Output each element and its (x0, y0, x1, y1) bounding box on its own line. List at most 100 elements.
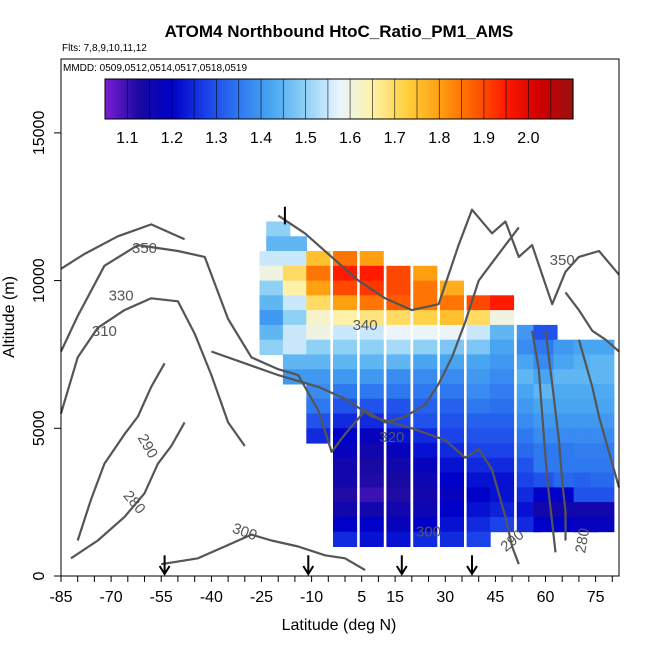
heatmap-cell (533, 472, 558, 488)
heatmap-cell (553, 339, 578, 355)
flight-arrow-head (395, 565, 408, 576)
heatmap-cell (359, 516, 384, 533)
colorbar-segment (385, 79, 390, 119)
heatmap-cell (490, 324, 515, 341)
heatmap-cell (490, 413, 515, 429)
colorbar-segment (114, 79, 119, 119)
heatmap-cell (490, 516, 515, 533)
colorbar-segment (376, 79, 381, 119)
heatmap-cell (282, 310, 307, 326)
heatmap-cell (359, 487, 384, 503)
contour-line (70, 421, 186, 560)
colorbar-segment (123, 79, 128, 119)
heatmap-cell (490, 487, 515, 503)
colorbar-tick-label: 1.5 (294, 130, 316, 147)
heatmap-cell (590, 369, 615, 385)
colorbar-segment (295, 79, 300, 119)
heatmap-cell (266, 221, 291, 237)
heatmap-cell (333, 324, 358, 341)
heatmap-cell (490, 502, 515, 518)
heatmap-cell (413, 339, 438, 355)
colorbar-segment (479, 79, 484, 119)
colorbar-segment (532, 79, 537, 119)
contour-label: 320 (379, 429, 404, 446)
heatmap-cell (590, 398, 615, 414)
y-axis: 0 5000 10000 15000 (31, 111, 61, 580)
heatmap-cell (439, 457, 464, 474)
colorbar-segment (220, 79, 225, 119)
colorbar-ticks: 1.1 1.2 1.3 1.4 1.5 1.6 1.7 1.8 1.9 2.0 (116, 130, 539, 147)
heatmap-cell (333, 457, 358, 474)
colorbar-segment (248, 79, 253, 119)
heatmap-cell (259, 280, 284, 296)
colorbar-tick-label: 1.1 (116, 130, 138, 147)
plot-frame (60, 58, 620, 577)
heatmap-cell (466, 472, 491, 488)
colorbar-segment (420, 79, 424, 119)
colorbar-segment (463, 79, 468, 119)
y-tick-label: 5000 (31, 410, 48, 446)
colorbar-segment (407, 79, 412, 119)
heatmap-cell (466, 310, 491, 326)
colorbar-segment (111, 79, 115, 119)
heatmap-cell (466, 502, 491, 518)
colorbar-segment (379, 79, 384, 119)
colorbar-segment (167, 79, 172, 119)
heatmap-cell (359, 531, 384, 547)
colorbar-segment (435, 79, 440, 119)
heatmap-cell (466, 413, 491, 429)
colorbar-segment (195, 79, 200, 119)
flight-arrow-head (466, 565, 478, 576)
heatmap-cell (386, 354, 411, 370)
x-tick-label: 30 (436, 589, 454, 606)
colorbar-segment (151, 79, 156, 119)
heatmap-cell (333, 339, 358, 355)
heatmap-cell (413, 457, 438, 474)
heatmap-cell (413, 502, 438, 518)
colorbar-segment (569, 79, 574, 119)
colorbar-segment (298, 79, 303, 119)
x-tick-label: -55 (150, 589, 173, 606)
contour-line (211, 350, 520, 565)
heatmap-cell (439, 443, 464, 459)
heatmap-cell (413, 310, 438, 326)
heatmap-cell (490, 384, 515, 400)
heatmap-cell (359, 295, 384, 311)
colorbar-segment (510, 79, 515, 119)
colorbar-segment (136, 79, 140, 119)
contour-label: 280 (572, 527, 593, 555)
colorbar-segment (560, 79, 565, 119)
colorbar-segment (267, 79, 271, 119)
heatmap-cell (306, 251, 331, 267)
contour-line (59, 297, 246, 447)
colorbar-segment (373, 79, 378, 119)
heatmap-cell (439, 428, 464, 444)
colorbar-segment (476, 79, 480, 119)
heatmap-cell (490, 295, 515, 311)
x-tick-label: 60 (537, 589, 555, 606)
colorbar-segment (482, 79, 487, 119)
heatmap-cell (590, 339, 615, 355)
colorbar-segment (289, 79, 293, 119)
contour-label: 300 (230, 520, 259, 545)
colorbar-segment (301, 79, 306, 119)
contour-line (161, 533, 366, 572)
colorbar-segment (367, 79, 371, 119)
contour-label: 310 (92, 323, 117, 340)
colorbar-segment (432, 79, 437, 119)
colorbar-segment (398, 79, 402, 119)
heatmap-cell (590, 487, 615, 503)
heatmap-cell (439, 295, 464, 311)
colorbar-segment (519, 79, 524, 119)
heatmap-cell (413, 443, 438, 459)
colorbar-segment (513, 79, 518, 119)
colorbar-segment (363, 79, 368, 119)
flight-arrow-head (302, 565, 315, 576)
colorbar-segment (226, 79, 231, 119)
contour-line (60, 226, 520, 453)
heatmap-cell (386, 339, 411, 355)
heatmap-cell (490, 369, 515, 385)
colorbar-segment (451, 79, 456, 119)
heatmap-cell (386, 384, 411, 400)
heatmap-cell (413, 516, 438, 533)
